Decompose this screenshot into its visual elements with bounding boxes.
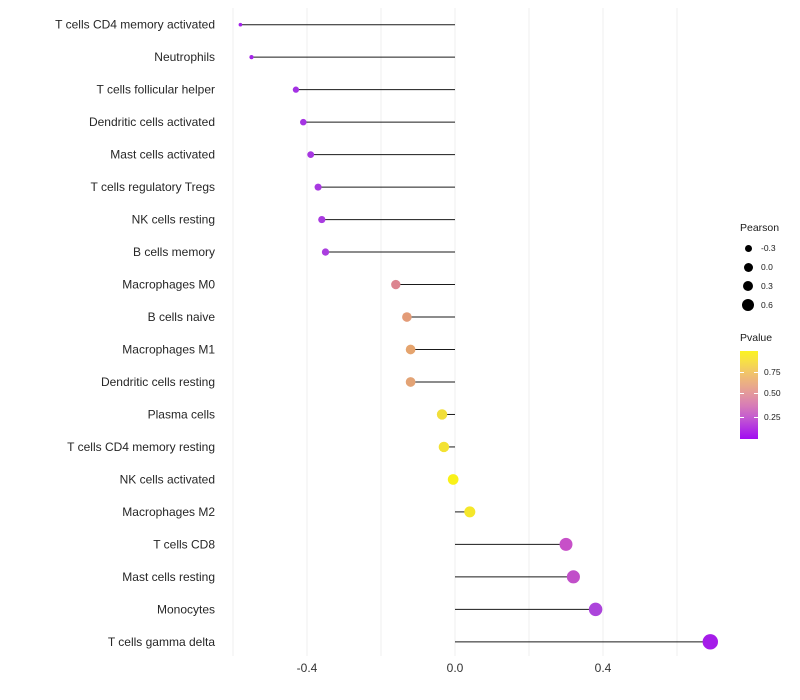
y-axis-label: Macrophages M0 — [122, 278, 215, 292]
lollipop-dot — [292, 86, 300, 93]
pvalue-legend-tick — [740, 393, 744, 395]
lollipop-dot — [702, 634, 718, 650]
lollipop-dot — [249, 55, 254, 60]
pearson-legend-label: 0.6 — [761, 300, 773, 310]
pearson-legend-label: -0.3 — [761, 243, 776, 253]
lollipop-dot — [300, 118, 307, 126]
pearson-legend-entry: 0.3 — [740, 279, 779, 293]
y-axis-label: NK cells activated — [120, 472, 215, 486]
lollipop-dot — [436, 409, 448, 420]
y-axis-label: T cells CD8 — [153, 537, 215, 551]
y-axis-label: Neutrophils — [154, 50, 215, 64]
pearson-legend-circle — [743, 262, 753, 272]
y-axis-label: Mast cells resting — [122, 570, 215, 584]
y-axis-label: B cells naive — [148, 310, 216, 324]
lollipop-dot — [447, 474, 459, 485]
y-axis-label: NK cells resting — [132, 213, 215, 227]
lollipop-dot — [321, 248, 330, 256]
pearson-legend-circle — [744, 244, 752, 252]
pearson-legend-label: 0.3 — [761, 281, 773, 291]
pvalue-gradient-bar: 0.75 0.50 0.25 — [740, 351, 781, 439]
pvalue-legend-title: Pvalue — [740, 332, 773, 344]
pearson-legend-label: 0.0 — [761, 262, 773, 272]
lollipop-dot — [438, 441, 450, 453]
y-axis-label: T cells CD4 memory activated — [55, 18, 215, 32]
pvalue-color-legend: Pvalue 0.75 0.50 0.25 — [740, 332, 781, 439]
y-axis-label: T cells regulatory Tregs — [91, 180, 216, 194]
pearson-legend-circle-box — [740, 241, 756, 255]
pvalue-legend-label: 0.25 — [764, 411, 781, 422]
lollipop-dot — [238, 22, 243, 27]
pvalue-legend-label: 0.75 — [764, 367, 781, 378]
lollipop-dot — [314, 183, 322, 191]
pearson-legend-circle — [742, 299, 754, 311]
pearson-legend-circle — [742, 280, 754, 292]
y-axis-label: Monocytes — [157, 602, 215, 616]
pvalue-gradient-fill — [740, 351, 758, 439]
lollipop-dot — [402, 312, 412, 322]
pvalue-legend-tick — [754, 416, 758, 418]
pearson-legend-circle-box — [740, 298, 756, 312]
y-axis-label: T cells follicular helper — [97, 83, 216, 97]
y-axis-label: T cells CD4 memory resting — [67, 440, 215, 454]
lollipop-dot — [559, 537, 573, 551]
x-axis-tick-label: 0.0 — [447, 661, 464, 675]
pearson-legend-circle-box — [740, 260, 756, 274]
pearson-legend-entry: -0.3 — [740, 241, 779, 255]
pvalue-legend-label: 0.50 — [764, 388, 781, 399]
y-axis-label: B cells memory — [133, 245, 215, 259]
y-axis-label: T cells gamma delta — [108, 635, 215, 649]
lollipop-dot — [405, 377, 416, 387]
lollipop-dot — [588, 602, 603, 617]
pearson-legend-entry: 0.0 — [740, 260, 779, 274]
y-axis-label: Plasma cells — [148, 407, 215, 421]
y-axis-label: Mast cells activated — [110, 148, 215, 162]
lollipop-dot — [566, 570, 580, 584]
pearson-size-legend: Pearson -0.3 0.0 0.3 0.6 — [740, 222, 779, 317]
lollipop-dot — [391, 279, 401, 290]
x-axis-tick-label: 0.4 — [595, 661, 612, 675]
pearson-legend-circle-box — [740, 279, 756, 293]
lollipop-dot — [464, 506, 476, 518]
y-axis-label: Macrophages M2 — [122, 505, 215, 519]
pearson-legend-entries: -0.3 0.0 0.3 0.6 — [740, 241, 779, 317]
lollipop-dot — [307, 151, 315, 159]
pvalue-legend-tick — [740, 416, 744, 418]
y-axis-label: Macrophages M1 — [122, 343, 215, 357]
y-axis-label: Dendritic cells resting — [101, 375, 215, 389]
x-axis-tick-label: -0.4 — [297, 661, 318, 675]
y-axis-label: Dendritic cells activated — [89, 115, 215, 129]
lollipop-dot — [318, 215, 326, 224]
pearson-legend-title: Pearson — [740, 222, 780, 234]
pvalue-legend-tick — [740, 372, 744, 374]
pearson-legend-entry: 0.6 — [740, 298, 779, 312]
pvalue-legend-tick — [754, 372, 758, 374]
lollipop-dot — [405, 344, 416, 355]
pvalue-legend-tick — [754, 393, 758, 395]
